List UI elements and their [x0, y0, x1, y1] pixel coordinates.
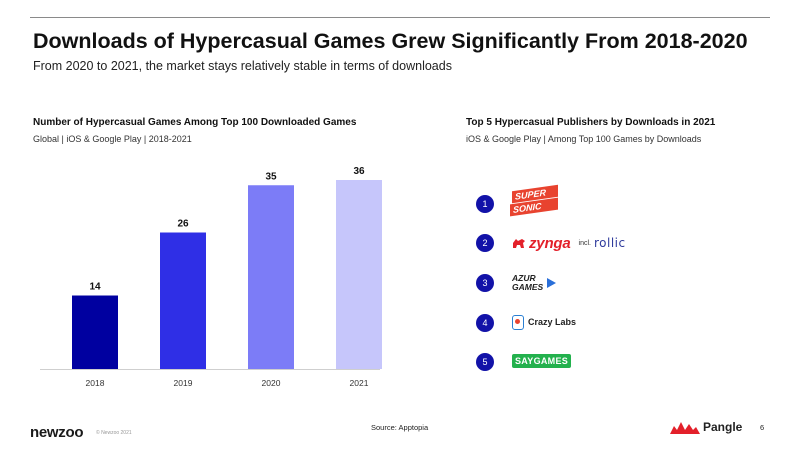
zynga-incl-label: incl. [578, 239, 591, 247]
page-subtitle: From 2020 to 2021, the market stays rela… [33, 59, 452, 73]
supersonic-logo: SUPER SONIC [510, 184, 558, 217]
x-tick-label-2020: 2020 [262, 378, 281, 388]
newzoo-logo: newzoo [30, 424, 84, 441]
chart-subtitle: Global | iOS & Google Play | 2018-2021 [33, 134, 192, 144]
bar-2019 [160, 232, 206, 369]
x-tick-label-2021: 2021 [350, 378, 369, 388]
zynga-wordmark: zynga [529, 234, 571, 252]
pangle-wordmark: Pangle [703, 420, 743, 434]
pangle-logo: Pangle [670, 420, 742, 434]
azur-games-line-2: GAMES [512, 282, 544, 292]
page-number: 6 [760, 423, 765, 432]
azur-games-wordmark: AZUR GAMES [512, 274, 543, 292]
crazy-labs-icon [512, 314, 524, 330]
bar-value-label-2019: 26 [177, 219, 189, 230]
bar-value-label-2020: 35 [265, 171, 277, 182]
crazy-labs-logo: Crazy Labs [512, 313, 576, 331]
azur-games-line-1: AZUR [512, 273, 536, 283]
zynga-logo: zynga incl. rollic [512, 234, 626, 252]
rollic-wordmark: rollic [593, 236, 626, 250]
top-divider [30, 17, 770, 18]
rank-badge-5: 5 [476, 353, 494, 371]
rank-badge-3: 3 [476, 274, 494, 292]
azur-games-logo: AZUR GAMES [512, 272, 557, 294]
page-title: Downloads of Hypercasual Games Grew Sign… [33, 29, 748, 53]
bar-value-label-2018: 14 [89, 282, 101, 293]
bar-2020 [248, 185, 294, 369]
copyright-text: © Newzoo 2021 [96, 430, 132, 436]
x-tick-label-2018: 2018 [86, 378, 105, 388]
bar-2021 [336, 180, 382, 369]
source-note: Source: Apptopia [371, 423, 429, 432]
azur-play-icon [547, 278, 557, 288]
bar-value-label-2021: 36 [353, 166, 365, 177]
bar-2018 [72, 295, 118, 369]
publishers-title: Top 5 Hypercasual Publishers by Download… [466, 117, 716, 128]
publishers-subtitle: iOS & Google Play | Among Top 100 Games … [466, 134, 702, 144]
zynga-dog-icon [513, 239, 525, 248]
bar-chart: 14 2018 26 2019 35 2020 36 2021 [40, 166, 382, 388]
rank-badge-2: 2 [476, 234, 494, 252]
x-tick-label-2019: 2019 [174, 378, 193, 388]
crazy-labs-wordmark: Crazy Labs [528, 317, 577, 327]
pangle-mark-icon [670, 422, 700, 434]
rank-badge-1: 1 [476, 195, 494, 213]
saygames-logo: SAYGAMES [512, 354, 572, 368]
chart-title: Number of Hypercasual Games Among Top 10… [33, 117, 357, 128]
rank-badge-4: 4 [476, 314, 494, 332]
